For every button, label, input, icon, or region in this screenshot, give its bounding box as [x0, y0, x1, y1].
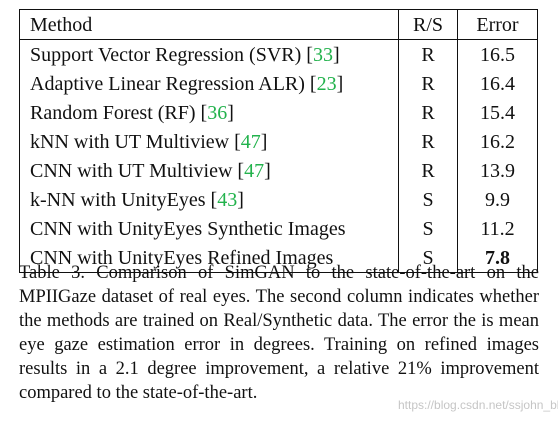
- method-cell: kNN with UT Multiview [47]: [19, 127, 399, 156]
- table-row: Adaptive Linear Regression ALR) [23] R 1…: [19, 69, 538, 98]
- method-cell: Support Vector Regression (SVR) [33]: [19, 39, 399, 69]
- method-text: Support Vector Regression (SVR) [: [30, 43, 313, 66]
- method-text: CNN with UnityEyes Synthetic Images: [30, 217, 346, 240]
- results-table: Method R/S Error Support Vector Regressi…: [19, 9, 538, 273]
- watermark: https://blog.csdn.net/ssjohn_bh: [398, 398, 558, 412]
- rs-cell: R: [398, 127, 458, 156]
- bracket-close: ]: [264, 159, 271, 182]
- method-cell: Random Forest (RF) [36]: [19, 98, 399, 127]
- table-row: Random Forest (RF) [36] R 15.4: [19, 98, 538, 127]
- rs-cell: S: [398, 185, 458, 214]
- method-text: CNN with UT Multiview [: [30, 159, 245, 182]
- citation-link[interactable]: 43: [217, 188, 238, 211]
- citation-link[interactable]: 33: [312, 43, 333, 66]
- error-cell: 13.9: [457, 156, 538, 185]
- method-cell: k-NN with UnityEyes [43]: [19, 185, 399, 214]
- header-method: Method: [19, 9, 399, 40]
- method-text: Random Forest (RF) [: [30, 101, 208, 124]
- method-cell: CNN with UnityEyes Refined Images: [19, 243, 399, 273]
- method-text: CNN with UnityEyes Refined Images: [30, 246, 334, 269]
- bracket-close: ]: [237, 188, 244, 211]
- citation-link[interactable]: 23: [316, 72, 337, 95]
- table-row: k-NN with UnityEyes [43] S 9.9: [19, 185, 538, 214]
- method-text: k-NN with UnityEyes [: [30, 188, 218, 211]
- error-cell: 15.4: [457, 98, 538, 127]
- bracket-close: ]: [336, 72, 344, 95]
- rs-cell: R: [398, 39, 458, 69]
- rs-cell: S: [398, 243, 458, 273]
- rs-cell: S: [398, 214, 458, 243]
- bracket-close: ]: [332, 43, 340, 66]
- method-cell: CNN with UnityEyes Synthetic Images: [19, 214, 399, 243]
- table-header-row: Method R/S Error: [19, 9, 538, 40]
- citation-link[interactable]: 47: [240, 130, 261, 153]
- header-rs: R/S: [398, 9, 458, 40]
- rs-cell: R: [398, 69, 458, 98]
- method-cell: CNN with UT Multiview [47]: [19, 156, 399, 185]
- rs-cell: R: [398, 156, 458, 185]
- table-row: CNN with UT Multiview [47] R 13.9: [19, 156, 538, 185]
- error-cell: 16.2: [457, 127, 538, 156]
- error-cell: 11.2: [457, 214, 538, 243]
- table-row: CNN with UnityEyes Synthetic Images S 11…: [19, 214, 538, 243]
- results-table-container: Method R/S Error Support Vector Regressi…: [19, 9, 538, 273]
- table-row: Support Vector Regression (SVR) [33] R 1…: [19, 39, 538, 69]
- table-caption: Table 3. Comparison of SimGAN to the sta…: [19, 263, 539, 403]
- table-row: kNN with UT Multiview [47] R 16.2: [19, 127, 538, 156]
- error-cell: 9.9: [457, 185, 538, 214]
- bracket-close: ]: [260, 130, 268, 153]
- method-cell: Adaptive Linear Regression ALR) [23]: [19, 69, 399, 98]
- citation-link[interactable]: 36: [207, 101, 228, 124]
- best-error-cell: 7.8: [457, 243, 538, 273]
- bracket-close: ]: [227, 101, 234, 124]
- rs-cell: R: [398, 98, 458, 127]
- header-error: Error: [457, 9, 538, 40]
- table-row: CNN with UnityEyes Refined Images S 7.8: [19, 243, 538, 273]
- citation-link[interactable]: 47: [244, 159, 265, 182]
- method-text: Adaptive Linear Regression ALR) [: [30, 72, 317, 95]
- method-text: kNN with UT Multiview [: [30, 130, 241, 153]
- error-cell: 16.4: [457, 69, 538, 98]
- error-cell: 16.5: [457, 39, 538, 69]
